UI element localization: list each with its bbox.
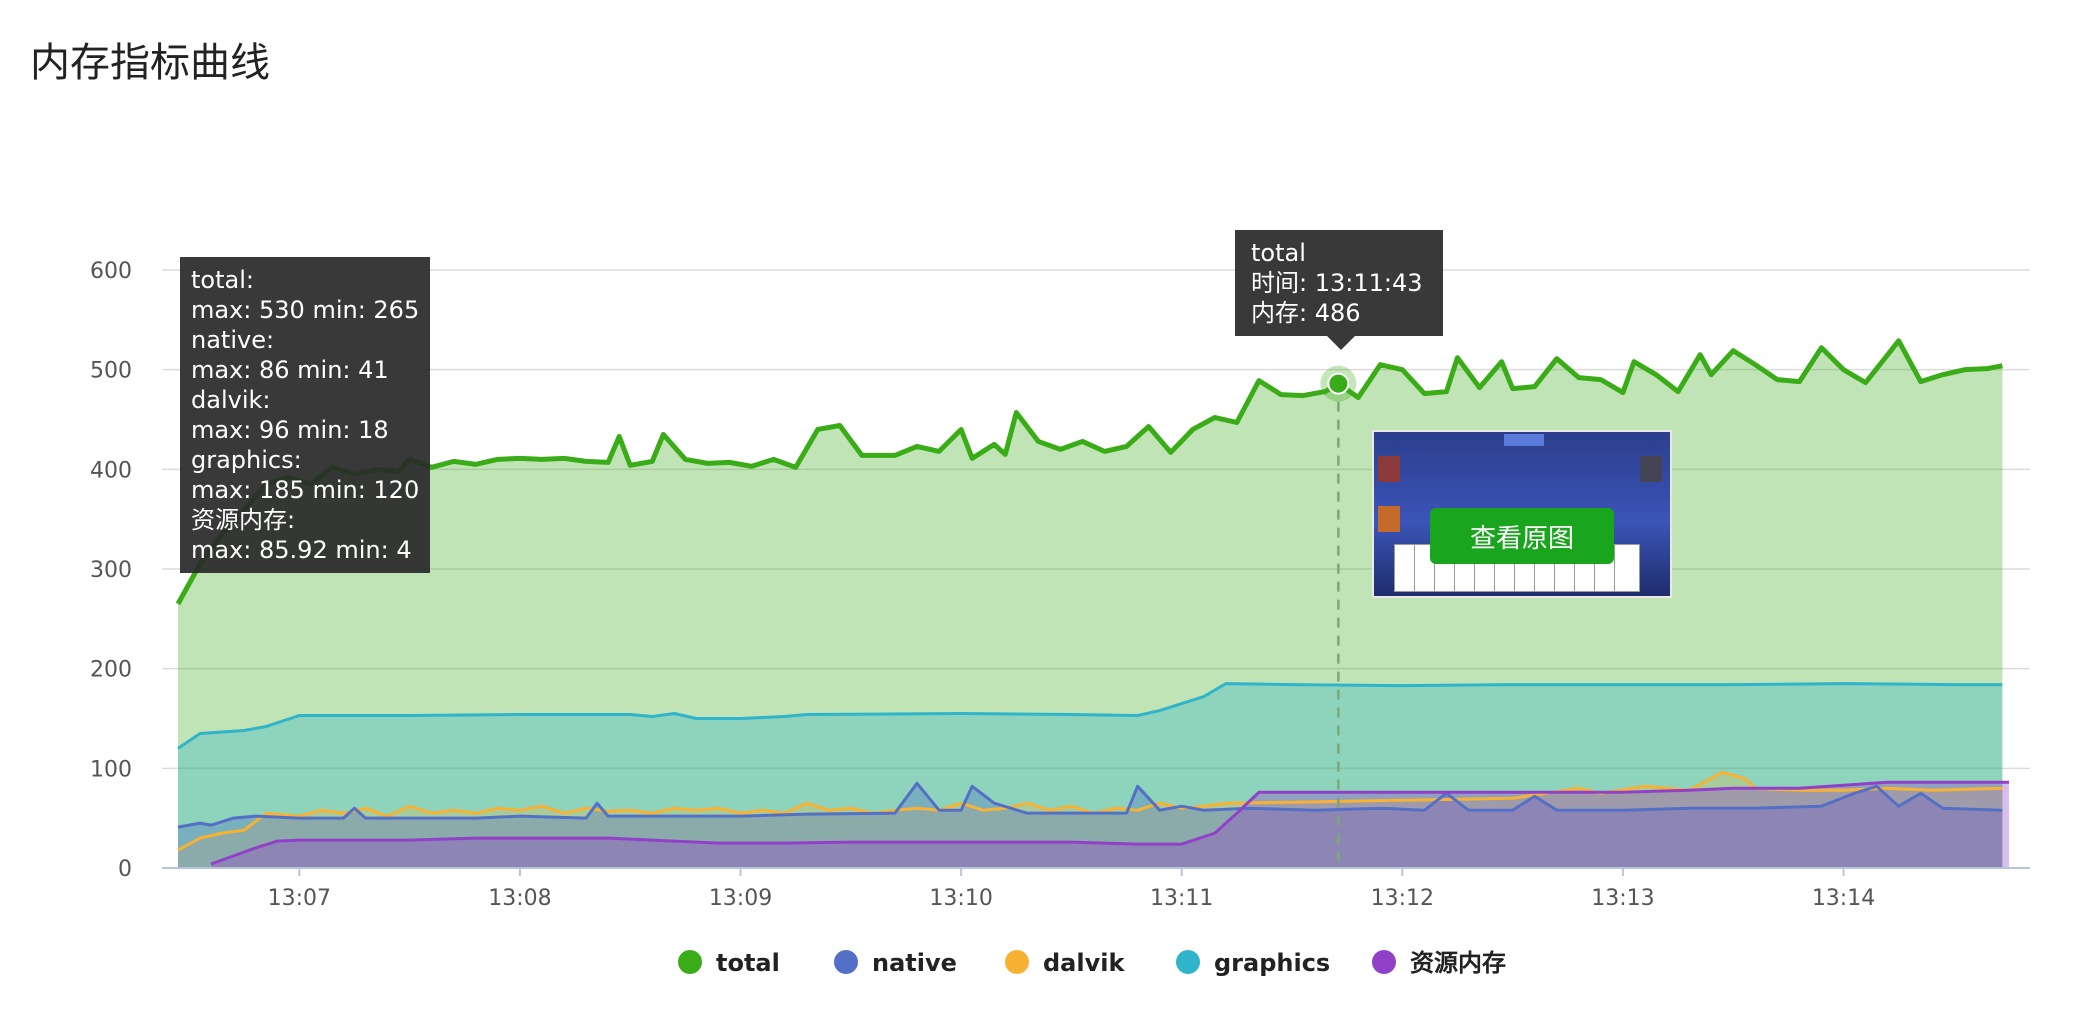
view-original-button[interactable]: 查看原图: [1430, 508, 1614, 564]
point-tooltip-memory-label: 内存:: [1251, 299, 1315, 327]
summary-series-name: dalvik:: [191, 386, 271, 414]
x-tick-label: 13:12: [1371, 886, 1434, 911]
point-tooltip-memory: 内存: 486: [1251, 298, 1427, 328]
x-tick-label: 13:11: [1150, 886, 1213, 911]
line-resource[interactable]: [210, 780, 2009, 866]
series-lines[interactable]: [175, 338, 2009, 866]
highlight-point: [1327, 372, 1350, 395]
line-native[interactable]: [177, 781, 2003, 829]
x-tick-label: 13:09: [709, 886, 772, 911]
summary-series-name: native:: [191, 326, 275, 354]
legend-label-native[interactable]: native: [872, 949, 957, 977]
series-areas: [178, 340, 2009, 869]
axes: 0 100 200 300 400 500 600 13:07 13:08 13:09 13:10 1…: [90, 259, 2030, 911]
y-tick-label: 600: [90, 259, 132, 284]
summary-series-stats: max: 530 min: 265: [191, 296, 420, 324]
summary-series-name: graphics:: [191, 446, 302, 474]
legend-label-total[interactable]: total: [716, 949, 780, 977]
legend-marker-graphics[interactable]: [1176, 950, 1200, 974]
y-tick-label: 300: [90, 558, 132, 583]
line-total[interactable]: [175, 338, 2003, 606]
summary-series-stats: max: 185 min: 120: [191, 476, 420, 504]
y-tick-label: 400: [90, 458, 132, 483]
area-resource: [211, 782, 2009, 868]
area-graphics: [178, 683, 2003, 868]
summary-series-stats: max: 85.92 min: 4: [191, 536, 412, 564]
playing-card: [1614, 544, 1640, 592]
y-tick-label: 500: [90, 359, 132, 384]
legend-label-resource[interactable]: 资源内存: [1410, 949, 1506, 977]
line-graphics[interactable]: [177, 682, 2003, 750]
page-title: 内存指标曲线: [30, 40, 270, 86]
summary-series-name: total:: [191, 266, 254, 294]
summary-series-stats: max: 86 min: 41: [191, 356, 389, 384]
point-tooltip-memory-value: 486: [1314, 299, 1361, 327]
x-tick-label: 13:10: [929, 886, 992, 911]
thumbnail-top-bar: [1504, 434, 1544, 446]
legend-marker-dalvik[interactable]: [1005, 950, 1029, 974]
legend-marker-resource[interactable]: [1372, 950, 1396, 974]
highlight-marker: [1320, 365, 1357, 868]
legend-marker-native[interactable]: [834, 950, 858, 974]
y-tick-label: 100: [90, 757, 132, 782]
point-tooltip-time-label: 时间:: [1251, 269, 1315, 297]
point-tooltip-time: 时间: 13:11:43: [1251, 268, 1427, 298]
y-tick-label: 0: [118, 857, 132, 882]
y-tick-label: 200: [90, 658, 132, 683]
legend-label-graphics[interactable]: graphics: [1214, 949, 1330, 977]
point-tooltip-series: total: [1251, 239, 1306, 267]
point-tooltip-time-value: 13:11:43: [1314, 269, 1423, 297]
legend-marker-total[interactable]: [678, 950, 702, 974]
screenshot-thumbnail[interactable]: [1372, 430, 1672, 598]
thumbnail-player-avatar-left2: [1378, 506, 1400, 532]
x-tick-label: 13:07: [268, 886, 331, 911]
x-tick-label: 13:08: [488, 886, 551, 911]
legend[interactable]: total native dalvik graphics 资源内存: [678, 949, 1506, 977]
thumbnail-player-avatar-left: [1378, 456, 1400, 482]
legend-label-dalvik[interactable]: dalvik: [1043, 949, 1125, 977]
summary-tooltip: total: max: 530 min: 265 native: max: 86…: [180, 257, 431, 573]
summary-series-name: 资源内存:: [191, 506, 296, 534]
area-dalvik: [178, 772, 2003, 868]
thumbnail-player-avatar-right: [1640, 456, 1662, 482]
x-tick-label: 13:14: [1812, 886, 1875, 911]
x-tick-label: 13:13: [1591, 886, 1654, 911]
summary-series-stats: max: 96 min: 18: [191, 416, 389, 444]
point-tooltip: total 时间: 13:11:43 内存: 486: [1235, 230, 1443, 350]
